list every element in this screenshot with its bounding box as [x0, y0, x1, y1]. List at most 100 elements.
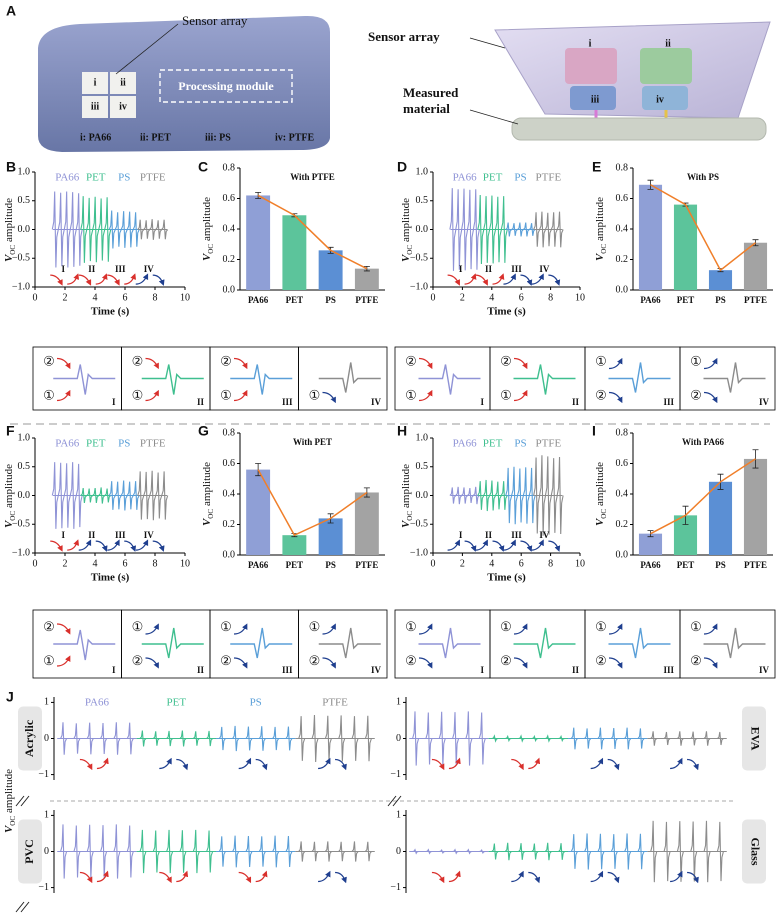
spike — [75, 193, 83, 266]
inset-marker: ② — [220, 653, 232, 668]
spike — [126, 825, 134, 878]
spike — [232, 725, 240, 752]
x-tick-label: PTFE — [744, 560, 767, 570]
arrow — [107, 274, 120, 286]
inset-trace — [608, 362, 671, 393]
spike — [465, 711, 473, 766]
spike — [494, 481, 502, 510]
spike — [472, 486, 480, 505]
spike — [137, 471, 145, 520]
arrow — [608, 657, 623, 669]
spike — [351, 841, 359, 862]
inset-marker: ① — [500, 619, 512, 634]
inset-trace — [418, 364, 481, 395]
leader-line — [115, 23, 179, 75]
spike — [477, 481, 485, 510]
inset-trace — [53, 629, 116, 661]
spike — [505, 734, 512, 743]
spike — [232, 835, 240, 868]
y-tick-label: 1 — [44, 697, 49, 708]
y-label-text: amplitude — [3, 769, 15, 813]
spike — [80, 487, 88, 504]
x-axis-label: Time (s) — [487, 306, 526, 318]
bar — [282, 215, 307, 290]
series-label: PS — [118, 438, 130, 450]
inset-marker: ② — [132, 353, 144, 368]
spike — [472, 189, 480, 270]
spike — [663, 731, 671, 746]
sensor-cell — [642, 86, 688, 110]
inset-marker: ② — [43, 619, 55, 634]
spike — [465, 848, 473, 855]
arrow — [548, 274, 561, 286]
spike — [364, 841, 372, 862]
spike — [570, 834, 578, 869]
arrow — [448, 870, 461, 883]
y-axis-label: VOC amplitude — [3, 198, 17, 262]
inset-label: III — [663, 397, 674, 407]
spike — [60, 722, 68, 755]
legend-item: ii: PET — [140, 132, 171, 143]
x-tick-label: PTFE — [355, 560, 378, 570]
arrow — [447, 539, 460, 551]
arrow — [703, 391, 718, 404]
inset-marker: ② — [309, 653, 321, 668]
spike — [245, 835, 253, 868]
callout: Measured — [403, 85, 459, 100]
inset-marker: ② — [220, 353, 232, 368]
arrow — [590, 757, 604, 770]
spike — [455, 189, 463, 270]
spike — [80, 196, 88, 263]
arrow — [590, 870, 604, 883]
spike — [483, 196, 491, 263]
spike — [452, 848, 459, 855]
cell-label: i — [94, 77, 97, 88]
y-tick-label: 0.0 — [223, 549, 236, 560]
arrow — [135, 273, 149, 285]
arrow — [670, 757, 683, 770]
inset-marker: ① — [43, 387, 55, 402]
spike — [556, 211, 564, 248]
spike — [63, 463, 71, 528]
arrow — [322, 657, 336, 669]
inset-marker: ② — [690, 387, 702, 402]
series-label: PET — [86, 438, 106, 450]
spike — [155, 220, 163, 239]
segment-label: III — [115, 264, 126, 274]
x-tick-label: 2 — [460, 292, 465, 303]
material-label: EVA — [748, 727, 762, 751]
spike — [544, 456, 552, 535]
arrow — [145, 357, 159, 370]
y-label-symbol: V — [400, 519, 412, 528]
x-tick-label: PS — [715, 295, 726, 305]
arrow — [608, 623, 623, 635]
inset-frame — [679, 609, 776, 679]
bar — [318, 250, 343, 290]
series-label: PS — [514, 172, 526, 184]
spike — [558, 734, 565, 743]
bar — [708, 481, 733, 555]
spike — [500, 196, 508, 263]
inset-marker: ① — [405, 619, 417, 634]
inset-marker: ① — [43, 653, 55, 668]
y-axis-label: VOC amplitude — [594, 197, 608, 261]
spike — [449, 188, 457, 271]
inset-marker: ① — [595, 619, 607, 634]
bar — [638, 184, 663, 290]
spike — [126, 722, 134, 755]
spike — [86, 824, 94, 879]
spike — [98, 198, 106, 261]
sensor-cell — [565, 48, 617, 84]
series-label: PTFE — [140, 438, 166, 450]
material-tag — [742, 819, 766, 884]
arrow — [608, 391, 623, 404]
x-tick-label: 10 — [180, 558, 190, 569]
inset-marker: ① — [309, 387, 321, 402]
y-tick-label: 0.0 — [223, 284, 236, 295]
series-label: PA66 — [85, 697, 110, 709]
series-label: PET — [86, 172, 106, 184]
spike — [677, 731, 684, 746]
y-axis-label: VOC amplitude — [201, 462, 215, 526]
inset-label: II — [197, 665, 205, 675]
arrow — [95, 273, 108, 285]
